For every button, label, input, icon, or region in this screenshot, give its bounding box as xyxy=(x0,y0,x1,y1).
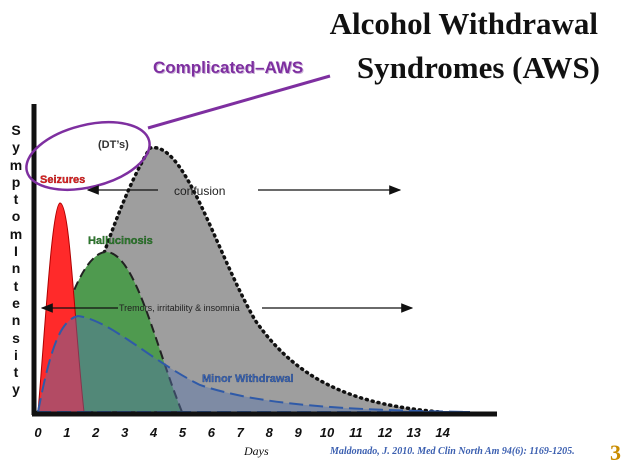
title-line-2: Syndromes (AWS) xyxy=(356,50,600,85)
x-tick-label: 9 xyxy=(294,425,302,440)
minor-withdrawal-curve xyxy=(36,314,471,413)
y-axis-letter: n xyxy=(11,260,21,277)
complicated-aws-label: Complicated–AWS xyxy=(153,58,304,77)
x-axis-label: Days xyxy=(244,444,269,458)
confusion-label: confusion xyxy=(174,184,225,198)
y-axis-letter: y xyxy=(12,139,20,156)
x-tick-label: 1 xyxy=(63,425,70,440)
y-axis-letter: n xyxy=(11,312,21,329)
y-axis-letter: y xyxy=(12,381,20,398)
minor-withdrawal-label: Minor Withdrawal xyxy=(202,373,294,385)
x-tick-label: 3 xyxy=(121,425,129,440)
y-axis-letter: t xyxy=(13,191,19,208)
x-tick-label: 8 xyxy=(266,425,274,440)
hallucinosis-label: Hallucinosis xyxy=(88,235,153,247)
y-axis-letter: p xyxy=(11,173,21,190)
citation: Maldonado, J. 2010. Med Clin North Am 94… xyxy=(330,446,575,457)
page-number: 3 xyxy=(610,440,621,465)
x-tick-labels: 0 1 2 3 4 5 6 7 8 9 10 11 12 13 14 xyxy=(34,425,450,440)
y-axis-letter: m xyxy=(9,225,23,242)
y-axis-letter: i xyxy=(14,346,18,363)
x-tick-label: 0 xyxy=(34,425,42,440)
x-tick-label: 5 xyxy=(179,425,187,440)
y-axis-letter: t xyxy=(13,277,19,294)
y-axis-letter: I xyxy=(14,243,18,260)
dts-label: (DT’s) xyxy=(98,139,129,151)
x-tick-label: 4 xyxy=(149,425,158,440)
x-tick-label: 7 xyxy=(237,425,245,440)
y-axis-letter: t xyxy=(13,364,19,381)
y-axis-letter: S xyxy=(11,122,21,138)
x-tick-label: 12 xyxy=(378,425,393,440)
x-tick-label: 13 xyxy=(406,425,421,440)
y-axis-letter: s xyxy=(12,329,20,346)
tremors-label: Tremors, irritability & insomnia xyxy=(119,303,240,313)
title-line-1: Alcohol Withdrawal xyxy=(329,6,598,41)
x-tick-label: 10 xyxy=(320,425,335,440)
x-tick-label: 2 xyxy=(91,425,100,440)
complicated-connector-line xyxy=(147,74,331,130)
x-tick-label: 14 xyxy=(435,425,450,440)
y-axis-letter: m xyxy=(9,156,23,173)
y-axis-letter: e xyxy=(12,294,20,311)
dts-curve-outline xyxy=(36,146,442,414)
x-tick-label: 6 xyxy=(208,425,216,440)
seizures-label: Seizures xyxy=(40,174,85,186)
y-axis-letter: o xyxy=(11,208,21,225)
x-tick-label: 11 xyxy=(349,425,363,440)
